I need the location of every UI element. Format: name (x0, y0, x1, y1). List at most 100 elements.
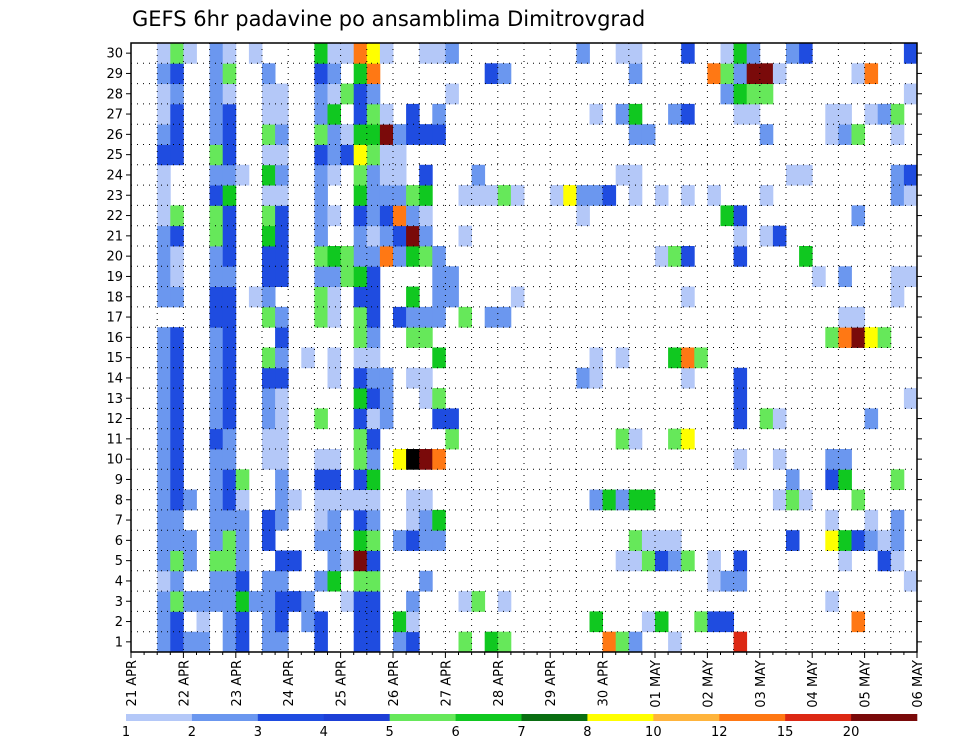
heatmap-cell (746, 103, 761, 125)
heatmap-cell (799, 164, 813, 186)
heatmap-cell (890, 266, 905, 287)
heatmap-cell (406, 205, 420, 227)
heatmap-cell (681, 43, 695, 64)
heatmap-cell (262, 611, 276, 633)
heatmap-cell (275, 185, 289, 206)
heatmap-cell (327, 266, 341, 287)
heatmap-cell (602, 185, 617, 206)
heatmap-cell (615, 428, 630, 450)
heatmap-cell (759, 124, 774, 145)
heatmap-cell (681, 103, 695, 125)
heatmap-cell (275, 388, 289, 409)
heatmap-cell (707, 570, 721, 592)
heatmap-cell (393, 530, 407, 551)
heatmap-cell (327, 367, 341, 389)
y-tick-label: 8 (115, 493, 123, 508)
heatmap-cell (772, 63, 787, 84)
heatmap-cell (353, 550, 368, 572)
heatmap-cell (406, 225, 420, 247)
heatmap-cell (275, 205, 289, 227)
heatmap-cell (628, 550, 643, 572)
heatmap-cell (877, 327, 892, 348)
heatmap-cell (458, 631, 472, 653)
heatmap-cell (851, 611, 865, 633)
heatmap-cell (340, 489, 355, 511)
x-tick-label: 04 MAY (806, 660, 821, 708)
heatmap-cell (353, 428, 368, 450)
legend-label: 2 (188, 725, 196, 740)
heatmap-cell (720, 611, 734, 633)
heatmap-cell (825, 469, 839, 490)
heatmap-cell (786, 164, 800, 186)
x-tick-label: 23 APR (230, 660, 245, 706)
heatmap-cell (209, 570, 224, 592)
heatmap-cell (681, 428, 695, 450)
heatmap-cell (222, 327, 237, 348)
heatmap-cell (471, 185, 486, 206)
heatmap-cell (262, 591, 276, 612)
heatmap-cell (366, 509, 381, 531)
legend-label: 20 (843, 725, 860, 740)
heatmap-cell (353, 469, 368, 490)
heatmap-cell (838, 327, 852, 348)
heatmap-cell (314, 570, 328, 592)
heatmap-cell (733, 631, 748, 653)
heatmap-cell (222, 225, 237, 247)
heatmap-cell (262, 408, 276, 430)
heatmap-cell (157, 408, 171, 430)
heatmap-cell (707, 611, 721, 633)
heatmap-cell (366, 347, 381, 369)
color-legend: 1 2 3 4 5 6 7 8 10 12 15 20 (122, 714, 918, 740)
heatmap-cell (746, 83, 761, 105)
heatmap-cell (314, 489, 328, 511)
heatmap-cell (170, 591, 184, 612)
heatmap-cell (366, 266, 381, 287)
heatmap-cell (366, 449, 381, 470)
heatmap-cell (314, 185, 328, 206)
heatmap-cell (655, 611, 669, 633)
heatmap-cell (838, 266, 852, 287)
heatmap-cell (222, 408, 237, 430)
heatmap-cell (157, 205, 171, 227)
heatmap-cell (733, 205, 748, 227)
heatmap-cell (353, 185, 368, 206)
heatmap-cell (838, 124, 852, 145)
heatmap-cell (406, 306, 420, 328)
heatmap-cell (366, 530, 381, 551)
heatmap-cell (602, 489, 617, 511)
heatmap-cell (419, 449, 433, 470)
heatmap-cell (445, 266, 459, 287)
heatmap-cell (366, 83, 381, 105)
heatmap-cell (471, 164, 486, 186)
heatmap-cell (262, 246, 276, 267)
heatmap-cell (327, 103, 341, 125)
heatmap-cell (786, 469, 800, 490)
heatmap-cell (314, 103, 328, 125)
y-tick-label: 16 (106, 331, 123, 346)
heatmap-cell (851, 489, 865, 511)
heatmap-cell (366, 185, 381, 206)
heatmap-cell (170, 550, 184, 572)
y-tick-label: 17 (106, 311, 123, 326)
heatmap-cell (157, 530, 171, 551)
heatmap-cell (340, 246, 355, 267)
heatmap-cell (170, 611, 184, 633)
heatmap-cell (432, 246, 446, 267)
heatmap-cell (327, 489, 341, 511)
legend-label: 8 (583, 725, 591, 740)
heatmap-cell (222, 103, 237, 125)
y-tick-label: 12 (106, 412, 123, 427)
y-tick-label: 22 (106, 209, 123, 224)
legend-label: 10 (645, 725, 662, 740)
heatmap-cell (406, 489, 420, 511)
heatmap-cell (419, 327, 433, 348)
legend-label: 12 (711, 725, 728, 740)
heatmap-cell (432, 449, 446, 470)
heatmap-cell (222, 611, 237, 633)
legend-label: 6 (451, 725, 459, 740)
heatmap-cell (379, 246, 394, 267)
heatmap-cell (445, 428, 459, 450)
heatmap-cell (157, 103, 171, 125)
heatmap-cell (432, 124, 446, 145)
heatmap-cell (353, 530, 368, 551)
